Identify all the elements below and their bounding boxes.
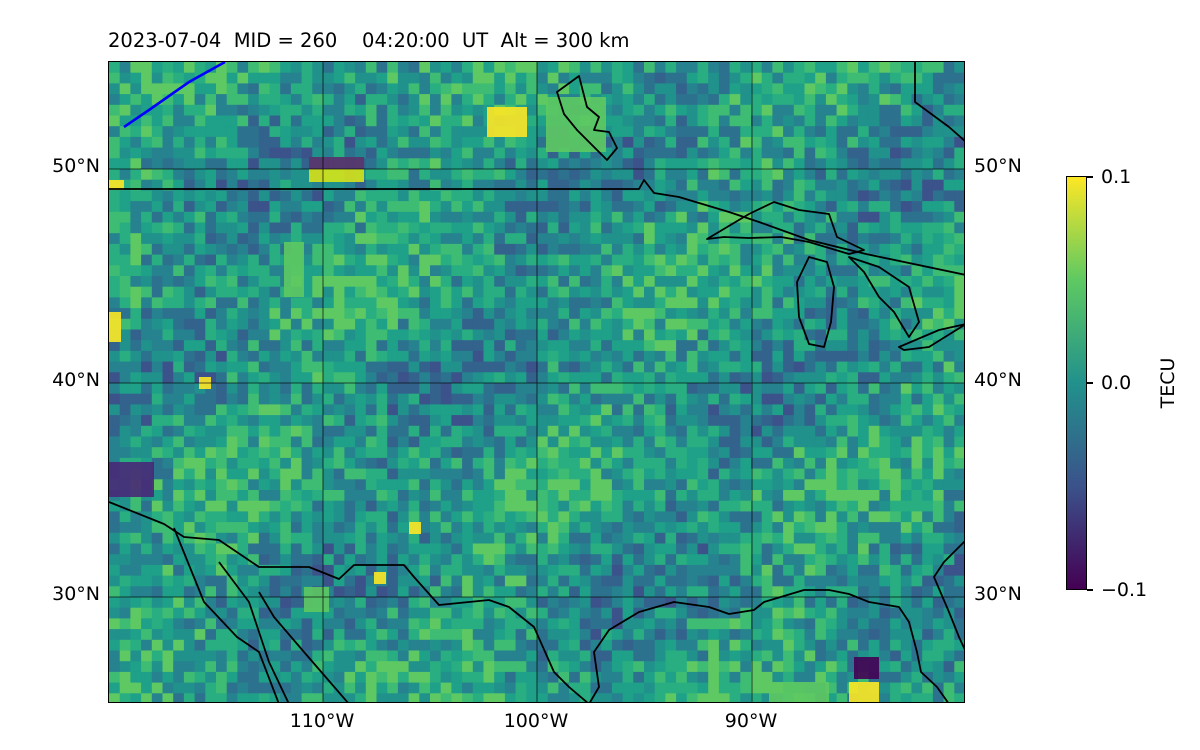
tec-anomaly-10 [409, 522, 421, 534]
map-title: 2023-07-04 MID = 260 04:20:00 UT Alt = 3… [108, 29, 630, 52]
tec-anomaly-13 [304, 587, 329, 612]
tec-anomaly-3 [109, 312, 121, 342]
colorbar-label-max: 0.1 [1101, 166, 1132, 188]
tec-field [109, 62, 964, 702]
tec-anomaly-0 [487, 107, 527, 137]
hudson-bay-coast [556, 75, 618, 161]
colorbar-label-min: −0.1 [1101, 579, 1148, 601]
tec-anomaly-4 [109, 180, 124, 190]
tec-anomaly-7 [309, 157, 364, 169]
lon-tick-100w: 100°W [503, 710, 569, 732]
tec-anomaly-9 [374, 572, 386, 584]
us-canada-border [109, 179, 964, 276]
tec-anomaly-6 [854, 657, 879, 679]
colorbar-tick-zero [1087, 382, 1093, 384]
tec-anomalies [109, 97, 879, 702]
colorbar-label-zero: 0.0 [1101, 372, 1132, 394]
sonora-coast [258, 591, 349, 702]
colorbar-title: TECU [1157, 357, 1179, 409]
lake-erie [898, 323, 964, 351]
tec-map [109, 62, 964, 702]
lon-tick-90w: 90°W [724, 710, 778, 732]
tec-anomaly-14 [769, 682, 829, 702]
colorbar-tick-min [1087, 589, 1093, 591]
lat-tick-30n-left: 30°N [52, 583, 100, 605]
tec-anomaly-5 [849, 682, 879, 702]
lake-huron [848, 256, 920, 338]
hudson-bay-east [914, 62, 964, 142]
lat-tick-40n-right: 40°N [974, 369, 1022, 391]
gulf-coast [589, 589, 949, 702]
satellite-track [123, 62, 226, 129]
lake-superior [706, 201, 865, 255]
map-panel[interactable] [108, 61, 965, 703]
lon-tick-110w: 110°W [289, 710, 355, 732]
baja-california [173, 527, 280, 702]
colorbar [1066, 176, 1087, 590]
tec-anomaly-8 [109, 462, 154, 497]
gulf-of-california [218, 561, 290, 702]
tec-anomaly-12 [284, 242, 304, 297]
colorbar-tick-max [1087, 176, 1093, 178]
lake-michigan [796, 256, 835, 348]
gridlines [109, 62, 964, 702]
lat-tick-40n-left: 40°N [52, 369, 100, 391]
florida [933, 540, 964, 650]
coastlines-borders [109, 62, 964, 702]
lat-tick-50n-left: 50°N [52, 155, 100, 177]
lat-tick-50n-right: 50°N [974, 155, 1022, 177]
mexico-us-border [109, 501, 589, 702]
lat-tick-30n-right: 30°N [974, 583, 1022, 605]
